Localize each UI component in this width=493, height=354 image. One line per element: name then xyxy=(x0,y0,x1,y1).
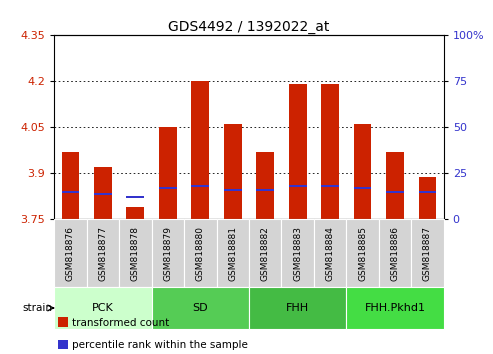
Text: SD: SD xyxy=(192,303,208,313)
Bar xyxy=(353,187,372,189)
Bar xyxy=(191,185,209,188)
Bar xyxy=(54,287,152,329)
Bar xyxy=(58,339,68,349)
Text: GSM818880: GSM818880 xyxy=(196,225,205,281)
Text: GSM818887: GSM818887 xyxy=(423,225,432,281)
Bar xyxy=(58,318,68,327)
Bar xyxy=(386,152,404,219)
Bar xyxy=(151,219,184,287)
Bar xyxy=(126,207,144,219)
Bar xyxy=(94,167,112,219)
Text: transformed count: transformed count xyxy=(72,318,170,327)
Bar xyxy=(346,287,444,329)
Bar xyxy=(94,193,112,195)
Text: GSM818879: GSM818879 xyxy=(163,225,173,281)
Bar xyxy=(419,177,436,219)
Text: strain: strain xyxy=(23,303,53,313)
Bar xyxy=(256,152,274,219)
Bar xyxy=(256,189,274,191)
Bar xyxy=(419,191,436,193)
Bar xyxy=(379,219,411,287)
Text: GSM818882: GSM818882 xyxy=(261,225,270,281)
Text: GSM818883: GSM818883 xyxy=(293,225,302,281)
Bar xyxy=(151,287,249,329)
Bar xyxy=(249,219,282,287)
Bar xyxy=(159,127,177,219)
Text: GSM818884: GSM818884 xyxy=(325,225,335,281)
Text: GSM818881: GSM818881 xyxy=(228,225,237,281)
Bar xyxy=(224,189,242,191)
Bar xyxy=(119,219,151,287)
Bar xyxy=(321,185,339,188)
Bar xyxy=(216,219,249,287)
Text: PCK: PCK xyxy=(92,303,114,313)
Bar xyxy=(353,124,372,219)
Bar xyxy=(321,85,339,219)
Bar xyxy=(87,219,119,287)
Bar xyxy=(191,81,209,219)
Bar xyxy=(62,191,79,193)
Text: GSM818877: GSM818877 xyxy=(99,225,107,281)
Bar xyxy=(159,187,177,189)
Bar xyxy=(411,219,444,287)
Text: percentile rank within the sample: percentile rank within the sample xyxy=(72,339,248,350)
Text: FHH: FHH xyxy=(286,303,309,313)
Bar xyxy=(289,185,307,188)
Text: GSM818876: GSM818876 xyxy=(66,225,75,281)
Text: GSM818878: GSM818878 xyxy=(131,225,140,281)
Bar xyxy=(224,124,242,219)
Bar xyxy=(314,219,346,287)
Bar xyxy=(346,219,379,287)
Bar xyxy=(54,219,87,287)
Bar xyxy=(62,152,79,219)
Text: GSM818885: GSM818885 xyxy=(358,225,367,281)
Text: GSM818886: GSM818886 xyxy=(390,225,399,281)
Title: GDS4492 / 1392022_at: GDS4492 / 1392022_at xyxy=(168,21,330,34)
Bar xyxy=(289,85,307,219)
Bar xyxy=(126,196,144,199)
Bar xyxy=(386,191,404,193)
Text: FHH.Pkhd1: FHH.Pkhd1 xyxy=(364,303,425,313)
Bar xyxy=(249,287,346,329)
Bar xyxy=(282,219,314,287)
Bar xyxy=(184,219,216,287)
